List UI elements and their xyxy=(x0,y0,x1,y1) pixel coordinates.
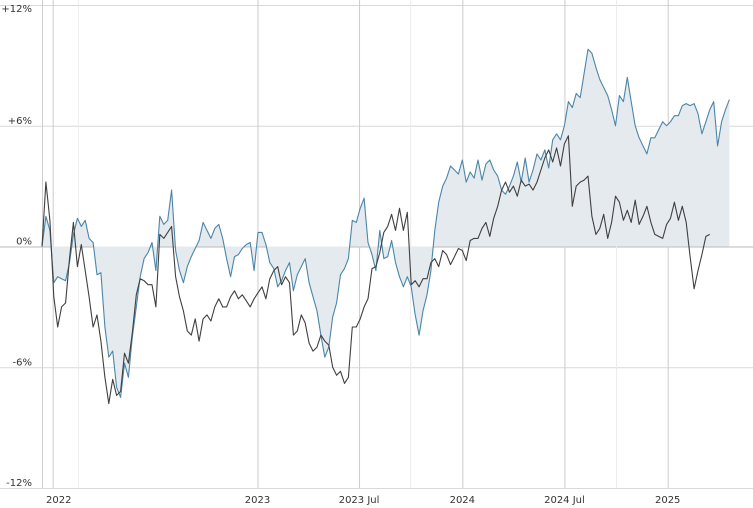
series-2-line xyxy=(41,135,711,405)
x-tick-label: 2024 xyxy=(450,495,475,506)
series-1-line xyxy=(41,48,730,398)
x-tick-label: 2023 xyxy=(245,495,270,506)
series-1-area-fill xyxy=(42,49,730,398)
y-tick-label: -6% xyxy=(13,357,32,368)
x-tick-label: 2022 xyxy=(46,495,71,506)
y-tick-label: 0% xyxy=(16,237,32,248)
area-series-layer xyxy=(42,49,730,398)
axis-labels: +12% +6% 0% -6% -12% 2022 2023 2023 Jul 2024 2024… xyxy=(1,4,680,506)
y-tick-label: +12% xyxy=(1,4,32,15)
x-tick-label: 2023 Jul xyxy=(339,495,380,506)
x-tick-label: 2024 Jul xyxy=(544,495,585,506)
y-tick-label: -12% xyxy=(6,478,32,489)
y-tick-label: +6% xyxy=(8,116,32,127)
line-series-layer xyxy=(41,48,730,405)
x-tick-label: 2025 xyxy=(655,495,680,506)
